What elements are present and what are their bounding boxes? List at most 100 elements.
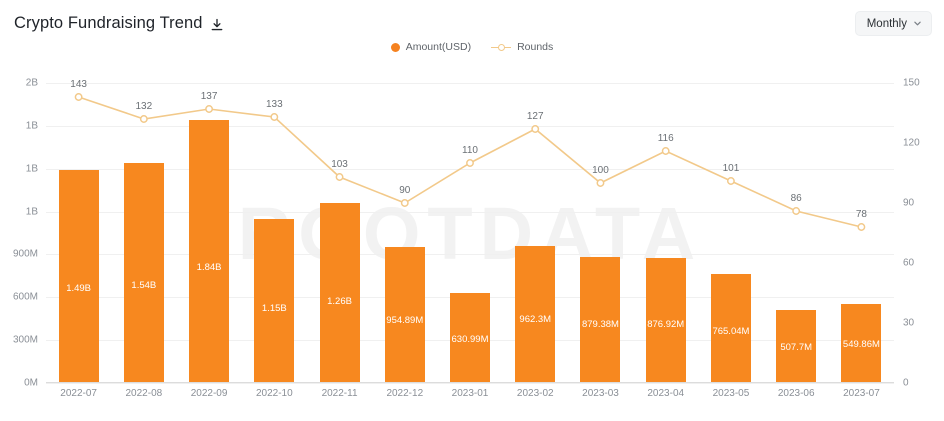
x-axis-tick-label: 2023-05 (712, 388, 750, 399)
line-point-marker[interactable] (531, 125, 540, 133)
bar[interactable] (710, 273, 751, 383)
bar-value-label: 630.99M (451, 334, 489, 346)
chart-legend: Amount(USD) Rounds (0, 41, 944, 53)
bar[interactable] (841, 304, 882, 383)
x-axis-tick-label: 2023-04 (647, 388, 685, 399)
bar[interactable] (515, 245, 556, 383)
period-selector-button[interactable]: Monthly (854, 11, 932, 36)
line-point-marker[interactable] (596, 179, 605, 187)
bar-slot[interactable]: 879.38M (568, 83, 633, 383)
bar-value-label: 1.54B (131, 279, 157, 291)
line-point-marker[interactable] (661, 147, 670, 155)
bar-slot[interactable]: 954.89M (372, 83, 437, 383)
line-point-marker[interactable] (726, 177, 735, 185)
bar-slot[interactable]: 630.99M (437, 83, 502, 383)
y-axis-left-tick-label: 1B (25, 120, 38, 132)
x-axis-tick-label: 2022-11 (321, 388, 358, 399)
x-axis-tick-label: 2023-01 (451, 388, 489, 399)
y-axis-left-tick-label: 600M (12, 291, 38, 303)
bar-slot[interactable]: 1.54B (111, 83, 176, 383)
line-point-label: 86 (790, 193, 802, 204)
bar-value-label: 1.26B (327, 296, 352, 308)
bar-slot[interactable]: 962.3M (503, 83, 568, 383)
line-point-marker[interactable] (335, 173, 344, 181)
bar-slot[interactable]: 765.04M (698, 83, 763, 383)
line-point-label: 101 (722, 163, 740, 174)
x-axis-baseline (46, 382, 894, 383)
bar-slot[interactable]: 876.92M (633, 83, 698, 383)
bar-value-label: 876.92M (647, 319, 685, 331)
line-point-label: 116 (657, 133, 674, 144)
line-point-label: 78 (855, 209, 867, 220)
line-point-label: 132 (135, 101, 153, 112)
gridline (46, 383, 894, 384)
x-axis-tick-label: 2023-07 (843, 388, 880, 399)
legend-item-rounds[interactable]: Rounds (491, 41, 553, 53)
legend-swatch-amount-icon (390, 42, 400, 52)
y-axis-right-tick-label: 60 (903, 257, 915, 269)
x-axis-tick-label: 2023-06 (777, 388, 815, 399)
line-point-marker[interactable] (270, 113, 279, 121)
x-axis-tick-label: 2022-07 (60, 388, 97, 399)
bar[interactable] (580, 257, 621, 383)
line-point-label: 110 (462, 145, 478, 156)
bar[interactable] (645, 257, 686, 383)
bar[interactable] (450, 292, 491, 383)
bar-value-label: 879.38M (581, 319, 619, 331)
bar-slot[interactable]: 1.84B (176, 83, 241, 383)
y-axis-right-tick-label: 150 (903, 77, 920, 89)
bar-slot[interactable]: 1.26B (307, 83, 372, 383)
line-point-label: 143 (70, 79, 87, 90)
bar[interactable] (123, 163, 164, 383)
line-point-marker[interactable] (74, 93, 83, 101)
gridline (46, 168, 894, 170)
bar[interactable] (189, 120, 230, 383)
line-point-label: 103 (331, 159, 348, 170)
x-axis: 2022-07 2022-08 2022-09 2022-10 2022-11 2022-… (46, 385, 894, 407)
y-axis-right-tick-label: 30 (903, 317, 915, 329)
legend-label-amount: Amount(USD) (405, 41, 472, 53)
bar-value-label: 1.84B (196, 261, 222, 273)
line-point-marker[interactable] (857, 223, 866, 231)
bar[interactable] (58, 170, 99, 383)
gridline (46, 211, 894, 213)
bar-slot[interactable]: 507.7M (764, 83, 829, 383)
plot-area: ROOTDATA 0M 300M 600M 900M 1B 1B 1B 2B 0 30 60 90 1… (13, 78, 920, 389)
line-point-marker[interactable] (400, 199, 409, 207)
x-axis-tick-label: 2022-10 (255, 388, 293, 399)
bar-series: 1.49B 1.54B 1.84B 1.15B 1.26B 954.89M 630.99M 9… (46, 83, 894, 383)
legend-swatch-rounds-icon (491, 43, 512, 52)
x-axis-tick-label: 2023-02 (516, 388, 554, 399)
y-axis-right-tick-label: 120 (903, 137, 920, 149)
bar-slot[interactable]: 549.86M (829, 83, 894, 383)
bar-slot[interactable]: 1.15B (242, 83, 307, 383)
bar[interactable] (254, 218, 295, 383)
bar-slot[interactable]: 1.49B (46, 83, 111, 383)
bar-value-label: 1.49B (66, 282, 92, 294)
y-axis-left-tick-label: 300M (12, 334, 38, 346)
page-title: Crypto Fundraising Trend (14, 14, 203, 32)
line-point-label: 127 (526, 111, 544, 122)
legend-item-amount[interactable]: Amount(USD) (390, 41, 472, 53)
bar-value-label: 1.15B (261, 303, 287, 314)
bar[interactable] (319, 203, 360, 383)
line-point-marker[interactable] (139, 115, 148, 123)
period-selector-label: Monthly (866, 17, 907, 30)
line-point-label: 137 (200, 91, 218, 102)
x-axis-tick-label: 2023-03 (582, 388, 619, 399)
y-axis-left-tick-label: 1B (25, 163, 38, 175)
y-axis-right-tick-label: 0 (903, 377, 909, 389)
y-axis-left-tick-label: 0M (24, 377, 38, 389)
bar[interactable] (384, 246, 425, 383)
line-point-marker[interactable] (205, 105, 214, 113)
y-axis-left-tick-label: 900M (12, 248, 38, 260)
bar-value-label: 954.89M (386, 314, 424, 326)
bar[interactable] (776, 310, 817, 383)
line-point-marker[interactable] (466, 159, 474, 167)
download-icon[interactable] (210, 18, 224, 32)
gridline (46, 254, 894, 256)
line-point-marker[interactable] (792, 207, 801, 215)
y-axis-right-tick-label: 90 (903, 197, 915, 209)
title-group: Crypto Fundraising Trend (14, 14, 224, 33)
legend-label-rounds: Rounds (517, 41, 554, 53)
